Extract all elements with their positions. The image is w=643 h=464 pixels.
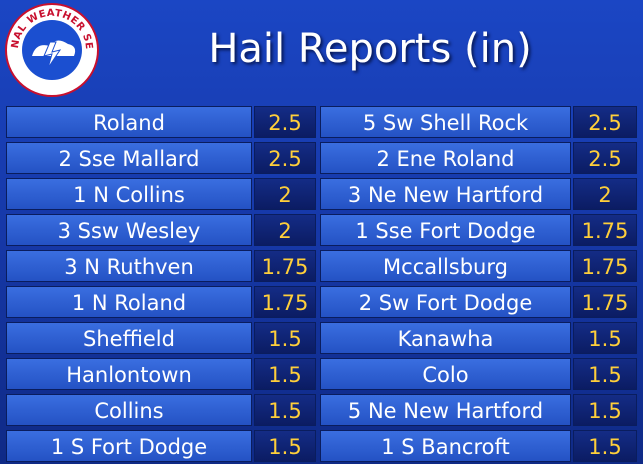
hail-size: 2 — [254, 178, 316, 210]
location: 1 S Fort Dodge — [6, 430, 252, 462]
hail-size: 2.5 — [573, 106, 637, 138]
hail-size: 1.5 — [573, 394, 637, 426]
hail-size: 1.5 — [573, 358, 637, 390]
location: Colo — [320, 358, 571, 390]
hail-size: 2.5 — [254, 106, 316, 138]
location: 3 Ssw Wesley — [6, 214, 252, 246]
hail-size: 2.5 — [254, 142, 316, 174]
location: 2 Sse Mallard — [6, 142, 252, 174]
hail-size: 2 — [254, 214, 316, 246]
hail-size: 1.5 — [573, 430, 637, 462]
location: Roland — [6, 106, 252, 138]
location: 3 Ne New Hartford — [320, 178, 571, 210]
nws-logo: NATIONAL WEATHER SERVICE — [4, 2, 99, 97]
hail-size: 1.5 — [254, 322, 316, 354]
hail-size: 1.75 — [254, 286, 316, 318]
hail-size: 2 — [573, 178, 637, 210]
location: 1 N Collins — [6, 178, 252, 210]
hail-size: 1.5 — [573, 322, 637, 354]
title: Hail Reports (in) — [208, 26, 532, 72]
location: Mccallsburg — [320, 250, 571, 282]
location: 1 Sse Fort Dodge — [320, 214, 571, 246]
location: 3 N Ruthven — [6, 250, 252, 282]
hail-size: 1.75 — [573, 250, 637, 282]
location: 1 S Bancroft — [320, 430, 571, 462]
hail-size: 1.5 — [254, 430, 316, 462]
hail-size: 1.5 — [254, 358, 316, 390]
location: 5 Ne New Hartford — [320, 394, 571, 426]
hail-size: 1.75 — [573, 286, 637, 318]
hail-size: 1.75 — [573, 214, 637, 246]
hail-size: 1.5 — [254, 394, 316, 426]
location: 2 Ene Roland — [320, 142, 571, 174]
hail-size: 1.75 — [254, 250, 316, 282]
location: Sheffield — [6, 322, 252, 354]
location: Hanlontown — [6, 358, 252, 390]
location: Kanawha — [320, 322, 571, 354]
location: 2 Sw Fort Dodge — [320, 286, 571, 318]
location: 1 N Roland — [6, 286, 252, 318]
location: Collins — [6, 394, 252, 426]
location: 5 Sw Shell Rock — [320, 106, 571, 138]
hail-size: 2.5 — [573, 142, 637, 174]
